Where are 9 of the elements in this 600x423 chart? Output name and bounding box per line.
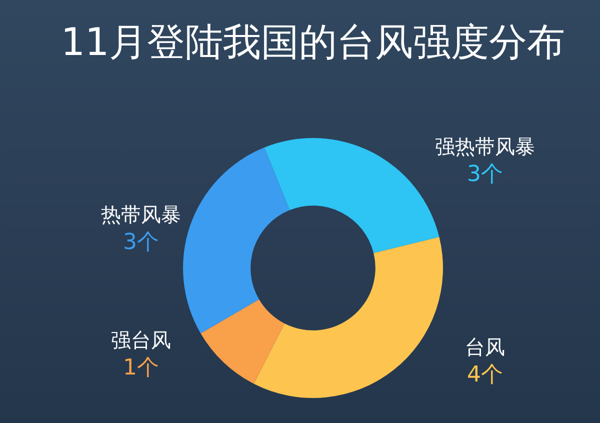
data-label: 3个 [467, 162, 503, 188]
slice-label: 台风 [465, 334, 505, 359]
data-label: 4个 [467, 362, 503, 388]
data-label: 1个 [123, 356, 159, 381]
slice-label: 强台风 [111, 328, 171, 352]
chart-title: 11月登陆我国的台风强度分布 [60, 20, 566, 64]
slice-label: 热带风暴 [101, 202, 181, 226]
data-label: 3个 [123, 230, 159, 255]
slice-label: 强热带风暴 [435, 134, 535, 159]
